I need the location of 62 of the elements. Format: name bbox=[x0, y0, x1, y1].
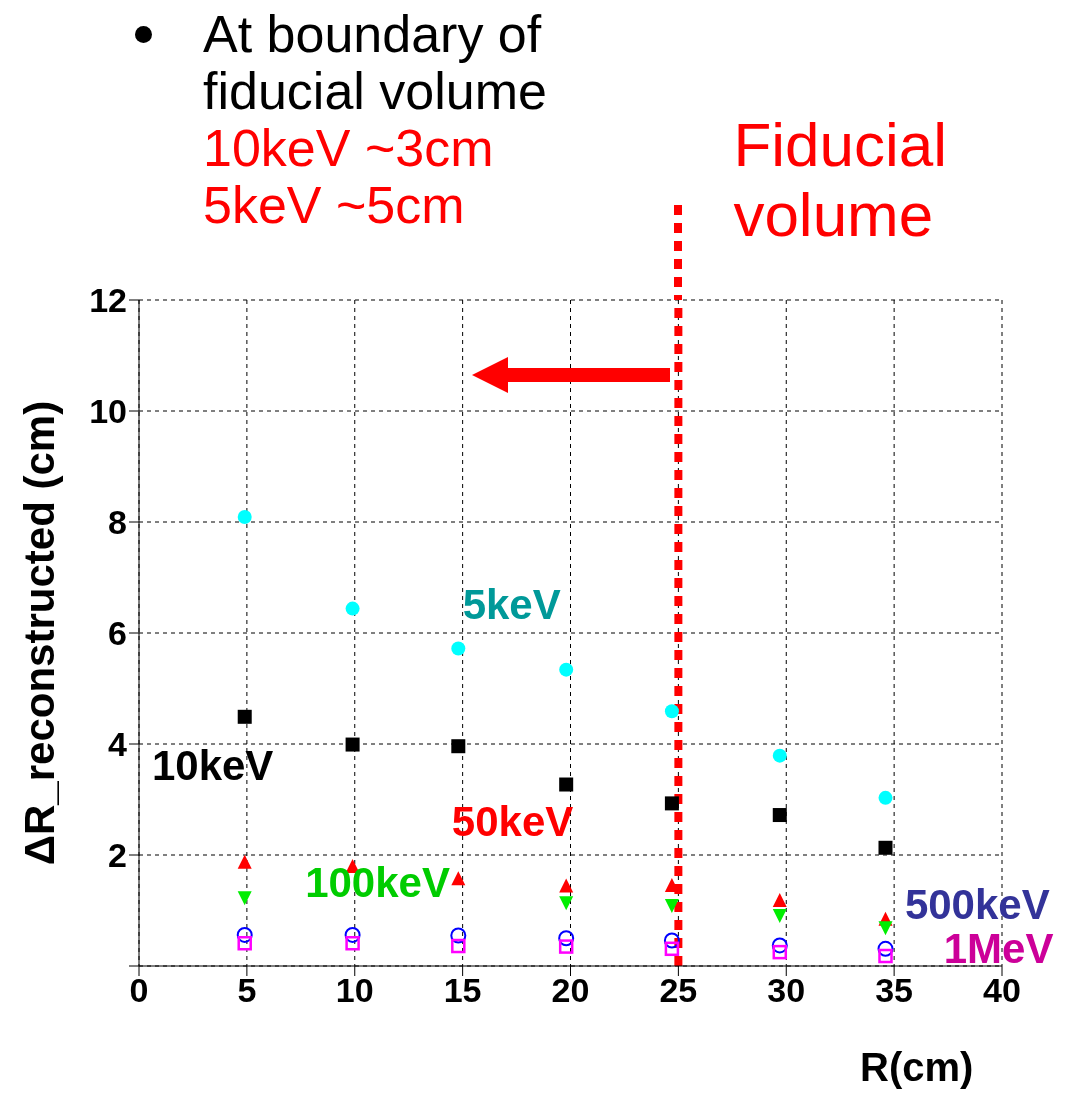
point bbox=[772, 944, 788, 960]
point bbox=[345, 601, 360, 616]
point bbox=[559, 878, 574, 893]
point bbox=[772, 748, 787, 763]
y-tick-label: 4 bbox=[108, 725, 128, 764]
point bbox=[450, 927, 467, 944]
point bbox=[771, 937, 788, 954]
point bbox=[451, 641, 466, 656]
point bbox=[237, 891, 252, 906]
point bbox=[878, 921, 893, 936]
point bbox=[878, 790, 893, 805]
point bbox=[237, 936, 252, 951]
point bbox=[877, 940, 894, 957]
point bbox=[559, 777, 574, 792]
series-label: 5keV bbox=[462, 581, 561, 630]
x-tick-label: 20 bbox=[551, 971, 590, 1010]
text: At boundary of fiducial volume bbox=[203, 5, 548, 120]
x-tick-label: 15 bbox=[443, 971, 482, 1010]
y-axis-title: ΔR_reconstructed (cm) bbox=[16, 400, 64, 866]
point bbox=[559, 662, 574, 677]
point bbox=[664, 796, 679, 811]
series-label: 10keV bbox=[151, 742, 274, 791]
point bbox=[451, 938, 466, 954]
point bbox=[558, 930, 575, 947]
point bbox=[772, 909, 787, 924]
y-tick-label: 10 bbox=[89, 392, 127, 431]
x-tick-label: 35 bbox=[875, 971, 914, 1010]
text: 10keV ~3cm bbox=[203, 119, 495, 177]
y-tick-label: 6 bbox=[108, 614, 127, 653]
point bbox=[664, 899, 679, 914]
y-tick-label: 8 bbox=[108, 503, 127, 542]
x-tick-label: 5 bbox=[237, 971, 257, 1010]
point bbox=[663, 932, 680, 949]
point bbox=[237, 709, 252, 724]
ref-line-label: Fiducial volume bbox=[733, 110, 948, 250]
series-label: 100keV bbox=[305, 858, 450, 907]
series-label: 50keV bbox=[451, 797, 574, 846]
point bbox=[878, 948, 893, 964]
point bbox=[237, 854, 252, 869]
point bbox=[664, 941, 680, 957]
x-tick-label: 25 bbox=[659, 971, 698, 1010]
point bbox=[451, 739, 466, 754]
point bbox=[559, 896, 574, 911]
point bbox=[664, 704, 679, 719]
point bbox=[344, 926, 361, 943]
point bbox=[558, 939, 574, 954]
x-tick-label: 40 bbox=[983, 971, 1021, 1010]
text: 5keV ~5cm bbox=[203, 176, 466, 234]
point bbox=[772, 808, 787, 823]
point bbox=[345, 737, 360, 752]
x-tick-label: 0 bbox=[129, 971, 149, 1010]
point bbox=[451, 871, 466, 886]
x-axis-title: R(cm) bbox=[860, 1045, 974, 1090]
point bbox=[236, 926, 253, 943]
y-tick-label: 2 bbox=[108, 836, 127, 875]
point bbox=[878, 840, 893, 855]
point bbox=[772, 892, 787, 907]
point bbox=[345, 936, 360, 951]
point bbox=[237, 510, 252, 525]
x-tick-label: 10 bbox=[335, 971, 374, 1010]
x-tick-label: 30 bbox=[767, 971, 806, 1010]
y-tick-label: 12 bbox=[89, 281, 127, 320]
